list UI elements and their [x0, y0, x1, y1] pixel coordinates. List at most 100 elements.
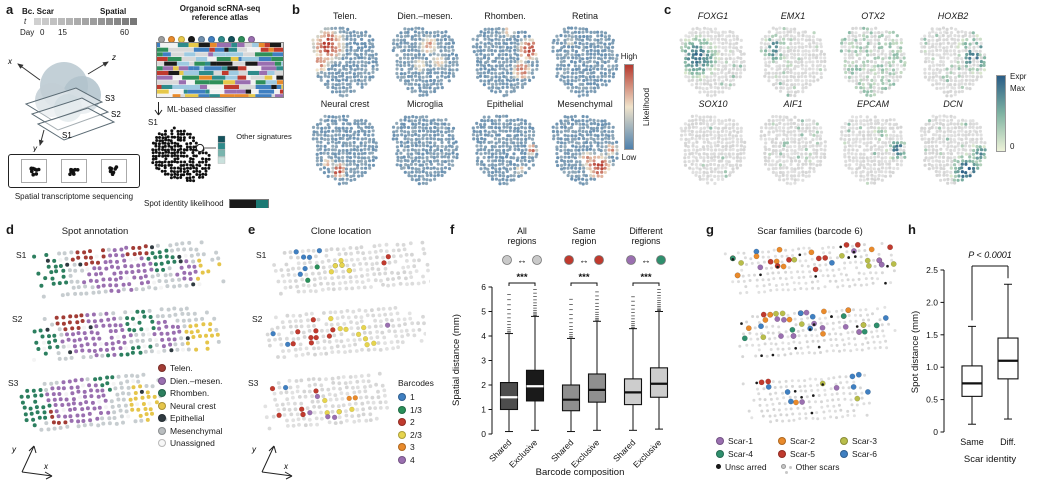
- boxplot-spatial-distance: 0123456Allregions↔***SharedExclusiveSame…: [451, 226, 669, 478]
- legend-swatch: [158, 439, 166, 448]
- legend-item: Scar-4: [716, 449, 778, 459]
- time-axis-label: t: [24, 17, 27, 26]
- annotation-map-s3: [19, 372, 168, 432]
- legend-swatch: [158, 364, 166, 373]
- legend-item: 1/3: [398, 404, 434, 417]
- legend-swatch: [398, 455, 406, 464]
- x-tick-label: Same: [960, 437, 984, 447]
- legend-swatch: [716, 436, 724, 445]
- panel-e-title: Clone location: [310, 226, 372, 237]
- section-label: S2: [252, 314, 263, 324]
- colorbar-max-label: Max: [1010, 84, 1026, 93]
- significance-stars: ***: [578, 272, 589, 283]
- atlas-title: Organoid scRNA-seq reference atlas: [179, 4, 261, 22]
- annotation-map-s2: [32, 306, 221, 362]
- day-tick-0: 0: [40, 28, 45, 37]
- region-pair-icon: [594, 255, 604, 265]
- region-pair-icon: [564, 255, 574, 265]
- legend-item: Scar-1: [716, 436, 778, 446]
- panel-e: e Clone location S1 S2 S3 Barcodes 1 1/3…: [248, 222, 448, 481]
- c-cell-hoxb2: HOXB2: [914, 10, 992, 100]
- legend-item: Scar-5: [778, 449, 840, 459]
- expression-map-foxg1: [679, 26, 747, 98]
- b-cell-microglia: Microglia: [386, 98, 464, 188]
- group-name: Different: [629, 226, 663, 236]
- panel-h-letter: h: [908, 222, 916, 237]
- tissue-spot-icon: [21, 159, 47, 183]
- bc-scar-label: Bc. Scar: [22, 7, 55, 16]
- legend-swatch: [398, 405, 406, 414]
- scar-family-map-3: [741, 371, 871, 424]
- region-pair-icon: [626, 255, 636, 265]
- day-label: Day: [20, 28, 35, 37]
- classified-section-blob: [151, 126, 226, 183]
- organoid-3d-schematic: x z y S3 S2 S1: [7, 53, 121, 152]
- likelihood-colorbar-title: Likelihood: [641, 87, 651, 127]
- legend-swatch: [840, 436, 848, 445]
- panel-a-letter: a: [6, 2, 14, 17]
- likelihood-map-rhomben: [471, 27, 539, 98]
- likelihood-map-mesenchymal: [551, 114, 619, 186]
- group-name: All: [517, 226, 527, 236]
- arrow-icon: ↔: [641, 256, 651, 267]
- b-cell-retina: Retina: [546, 10, 624, 100]
- legend-swatch: [398, 443, 406, 452]
- legend-item: 4: [398, 454, 434, 467]
- day-tick-60: 60: [120, 28, 129, 37]
- legend-item: Telen.: [158, 362, 222, 375]
- ml-classifier-label: ML-based classifier: [167, 104, 236, 114]
- legend-swatch: [158, 376, 166, 385]
- likelihood-map-telen: [311, 26, 379, 98]
- x-tick-label: Exclusive: [631, 437, 664, 470]
- arrow-icon: ↔: [579, 256, 589, 267]
- y-axis-title: Spot distance (mm): [910, 311, 921, 393]
- legend-swatch: [840, 449, 848, 458]
- tissue-spot-icon: [101, 159, 127, 183]
- expression-map-otx2: [839, 26, 907, 98]
- x-tick-label: Exclusive: [569, 437, 602, 470]
- legend-item: Unsc arred: [716, 462, 767, 472]
- section-s3-label: S3: [105, 94, 115, 103]
- legend-item: Unassigned: [158, 437, 222, 450]
- likelihood-map-dien-mesen: [391, 26, 459, 97]
- c-cell-epcam: EPCAM: [834, 98, 912, 188]
- expression-map-aif1: [759, 114, 827, 186]
- section-label: S3: [8, 378, 19, 388]
- sequencing-box: [8, 154, 140, 188]
- legend-item: Mesenchymal: [158, 425, 222, 438]
- y-axis-label: y: [11, 445, 17, 454]
- panel-b: b Telen. Dien.–mesen. Rhomben. Retina Ne…: [292, 2, 658, 216]
- expression-colorbar-title: Expr: [1010, 72, 1027, 81]
- colorbar-low-label: Low: [621, 153, 637, 162]
- panel-d: d Spot annotation S1 S2 S3 Telen. Dien.–…: [6, 222, 246, 481]
- panel-a: a Bc. Scar Spatial t Day 0 15 60 x z y S…: [6, 2, 292, 218]
- legend-item: 3: [398, 441, 434, 454]
- legend-item: 2: [398, 416, 434, 429]
- region-pair-icon: [532, 255, 542, 265]
- panel-b-letter: b: [292, 2, 300, 17]
- panel-d-title: Spot annotation: [61, 226, 129, 237]
- section-label: S3: [248, 378, 259, 388]
- expression-map-sox10: [679, 114, 747, 186]
- likelihood-bar: [228, 199, 269, 208]
- axes-icon: y x: [11, 445, 53, 480]
- y-axis-label: y: [32, 144, 38, 152]
- panel-h: h 0 0.5 1.0 1.5 2.0 2.5 Same Diff. P < 0.0001 Sca…: [908, 222, 1042, 481]
- cell-type-dots: [158, 30, 258, 48]
- b-cell-mesenchymal: Mesenchymal: [546, 98, 624, 188]
- b-cell-rhomben: Rhomben.: [466, 10, 544, 100]
- legend-swatch: [158, 414, 166, 423]
- b-cell-epithelial: Epithelial: [466, 98, 544, 188]
- legend-item: Neural crest: [158, 400, 222, 413]
- panel-g-letter: g: [706, 222, 714, 237]
- expression-map-dcn: [919, 114, 987, 185]
- legend-swatch: [398, 418, 406, 427]
- legend-item: Scar-3: [840, 436, 902, 446]
- legend-swatch: [158, 401, 166, 410]
- c-cell-sox10: SOX10: [674, 98, 752, 188]
- x-axis-label: x: [7, 57, 13, 66]
- panel-e-letter: e: [248, 222, 256, 237]
- legend-swatch: [398, 393, 406, 402]
- spot-identity-likelihood: Spot identity likelihood: [144, 199, 269, 208]
- panel-e-legend: Barcodes 1 1/3 2 2/3 3 4: [398, 378, 434, 466]
